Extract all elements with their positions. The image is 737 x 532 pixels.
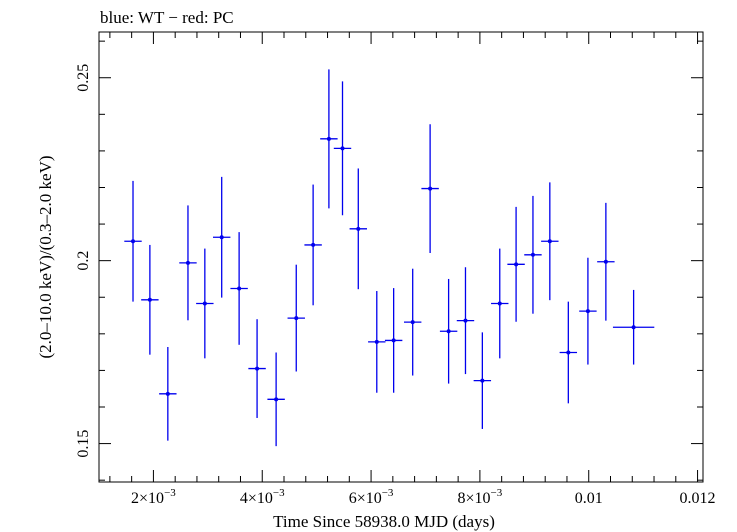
point-marker [530, 252, 535, 257]
data-point [507, 206, 525, 322]
data-point [403, 268, 422, 376]
data-point [248, 319, 266, 418]
data-point [524, 195, 542, 314]
y-tick-label: 0.15 [75, 430, 92, 458]
point-marker [326, 136, 331, 141]
data-point [473, 332, 492, 429]
x-tick-label: 6×10−3 [349, 487, 394, 507]
point-marker [255, 366, 260, 371]
x-tick-label: 0.012 [680, 490, 716, 507]
data-point [368, 291, 386, 393]
x-tick-label: 0.01 [575, 490, 603, 507]
x-axis: 2×10−3 4×10−3 6×10−3 8×10−3 0.01 0.012 [109, 32, 716, 507]
point-marker [480, 378, 485, 383]
x-tick-label: 2×10−3 [131, 487, 176, 507]
x-axis-label: Time Since 58938.0 MJD (days) [273, 512, 495, 531]
point-marker [603, 259, 608, 264]
point-marker [294, 316, 299, 321]
point-marker [237, 286, 242, 291]
point-marker [274, 397, 279, 402]
plot-frame [98, 31, 704, 483]
data-point [456, 267, 475, 375]
data-point [179, 205, 197, 321]
data-point [304, 184, 322, 306]
point-marker [585, 309, 590, 314]
point-marker [356, 226, 361, 231]
data-point [541, 182, 559, 301]
data-point [333, 81, 352, 216]
point-marker [219, 235, 224, 240]
point-marker [631, 325, 636, 330]
point-marker [311, 242, 316, 247]
point-marker [463, 318, 468, 323]
data-point [212, 176, 231, 298]
data-point [124, 180, 142, 302]
point-marker [374, 339, 379, 344]
point-marker [202, 301, 207, 306]
data-point [384, 288, 403, 393]
y-axis-label: (2.0–10.0 keV)/(0.3–2.0 keV) [36, 155, 55, 358]
point-marker [391, 338, 396, 343]
data-point [439, 278, 458, 384]
data-point [349, 168, 367, 290]
point-marker [410, 320, 415, 325]
y-axis: 0.15 0.2 0.25 [75, 40, 703, 481]
y-tick-label: 0.25 [75, 64, 92, 92]
data-point [579, 257, 597, 365]
data-point [196, 248, 214, 359]
data-point [597, 202, 615, 321]
data-point [141, 244, 159, 355]
data-points [124, 69, 655, 447]
point-marker [428, 186, 433, 191]
data-point [421, 124, 439, 253]
point-marker [446, 329, 451, 334]
data-point [230, 232, 248, 345]
data-point [491, 248, 509, 359]
chart-title: blue: WT − red: PC [100, 8, 234, 27]
point-marker [131, 239, 136, 244]
point-marker [547, 239, 552, 244]
point-marker [497, 301, 502, 306]
data-point [159, 347, 177, 441]
data-point [559, 301, 578, 404]
data-point [612, 289, 655, 365]
y-tick-label: 0.2 [75, 251, 92, 271]
point-marker [514, 262, 519, 267]
data-point [320, 69, 338, 209]
point-marker [165, 391, 170, 396]
data-point [267, 352, 285, 447]
data-point [287, 264, 305, 372]
point-marker [185, 260, 190, 265]
point-marker [147, 297, 152, 302]
x-tick-label: 4×10−3 [240, 487, 285, 507]
x-tick-label: 8×10−3 [458, 487, 503, 507]
point-marker [340, 146, 345, 151]
point-marker [566, 350, 571, 355]
